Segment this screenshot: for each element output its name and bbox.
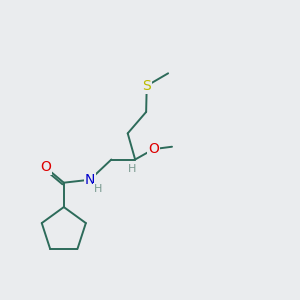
Text: H: H [94,184,103,194]
Text: N: N [85,173,95,187]
Text: S: S [142,79,151,93]
Text: O: O [148,142,159,156]
Text: H: H [128,164,136,174]
Text: O: O [40,160,51,174]
